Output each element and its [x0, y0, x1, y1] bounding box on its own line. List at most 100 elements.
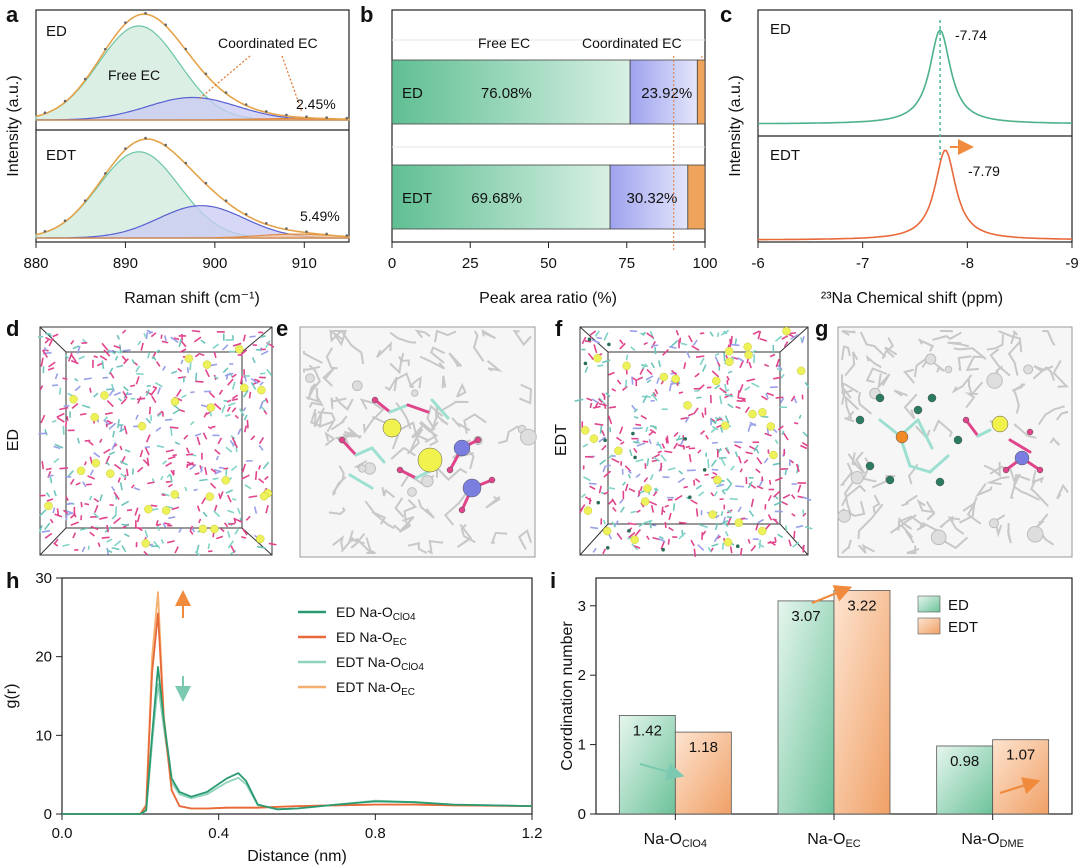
solvent-bond: [633, 447, 638, 454]
solvent-bond: [160, 539, 165, 544]
solvent-bond: [52, 333, 59, 338]
solvent-bond: [620, 441, 625, 445]
solvent-bond: [167, 540, 175, 544]
solvent-bond: [143, 332, 147, 338]
panel-a-x-label: Raman shift (cm⁻¹): [124, 290, 260, 307]
solvent-bond: [662, 348, 669, 356]
solvent-bond: [697, 449, 702, 454]
solvent-bond: [659, 535, 664, 540]
solvent-bond: [200, 339, 206, 344]
solvent-bond: [155, 426, 162, 432]
panel-a-bottom-plot: [35, 136, 350, 239]
panel-h-series: [62, 591, 533, 815]
solvent-bond: [723, 383, 727, 390]
bar-value-label: 3.22: [847, 597, 876, 614]
solvent-bond: [109, 372, 115, 379]
background-molecule: [975, 483, 993, 498]
raw-data-point: [345, 234, 349, 237]
solvent-bond: [162, 365, 166, 371]
solvent-bond: [660, 540, 666, 550]
na-ion: [69, 395, 78, 404]
background-molecule: [1049, 437, 1060, 446]
solvent-bond: [237, 428, 242, 435]
solvent-bond: [581, 493, 587, 498]
solvent-bond: [217, 437, 223, 445]
panel-c-ed-label: ED: [770, 21, 791, 38]
solvent-bond: [773, 376, 782, 380]
additive-atom: [583, 361, 588, 366]
solvent-bond: [716, 483, 725, 488]
solvent-bond: [146, 384, 151, 388]
solvent-bond: [62, 509, 69, 515]
na-ion: [184, 354, 194, 363]
solvent-bond: [633, 415, 639, 419]
solvent-bond: [725, 446, 730, 452]
background-molecule: [1013, 485, 1040, 501]
solvent-bond: [67, 470, 74, 478]
background-molecule: [985, 476, 1010, 486]
solvent-bond: [763, 457, 769, 464]
solvent-bond: [97, 542, 101, 548]
coordinating-bond: [1008, 438, 1032, 454]
solvent-bond: [714, 514, 720, 519]
panel-b-x-label: Peak area ratio (%): [479, 290, 617, 307]
solvent-bond: [111, 442, 117, 450]
bar-value-label: 1.42: [633, 722, 662, 739]
solvent-bond: [764, 432, 772, 437]
solvent-bond: [652, 491, 658, 497]
background-atom: [407, 487, 417, 497]
panel-a: a ED EDT Free EC Coordinated EC 2.45% 5.…: [5, 2, 350, 307]
na-ion: [170, 490, 180, 499]
na-ion: [161, 506, 171, 515]
na-ion: [744, 350, 753, 360]
solvent-bond: [602, 465, 607, 473]
panel-c-frame: [757, 9, 1073, 243]
solvent-bond: [130, 484, 135, 489]
solvent-bond: [697, 544, 705, 551]
solvent-bond: [230, 465, 238, 471]
solvent-bond: [202, 432, 208, 440]
solvent-bond: [739, 547, 743, 556]
solvent-bond: [233, 517, 237, 524]
panel-c: c ED EDT -7.74 -7.79 -6 -7 -8 -9 ²³Na Chemi…: [720, 2, 1079, 307]
o-atom: [474, 436, 482, 444]
na-ion: [593, 353, 602, 363]
na-ion: [106, 469, 115, 478]
legend-label: ED Na-OClO4: [336, 604, 416, 623]
na-ion: [44, 501, 53, 511]
solvent-bond: [672, 503, 676, 511]
solvent-bond: [93, 355, 98, 359]
background-molecule: [967, 379, 984, 397]
solvent-bond: [195, 544, 200, 554]
solvent-bond: [718, 456, 727, 460]
solvent-bond: [160, 334, 163, 339]
solvent-bond: [638, 521, 646, 528]
coordinating-bond: [976, 428, 992, 438]
background-molecule: [376, 341, 392, 358]
o-atom: [446, 466, 454, 474]
legend-label-main: ED Na-O: [336, 604, 393, 620]
na-ion: [766, 422, 776, 431]
bar-edt-minor: [687, 164, 706, 230]
free-ec-label: Free EC: [108, 67, 160, 83]
additive-atom: [631, 431, 635, 436]
solvent-bond: [772, 462, 780, 466]
solvent-bond: [752, 330, 760, 335]
solvent-bond: [191, 527, 196, 533]
solvent-bond: [203, 412, 208, 418]
solvent-bond: [693, 407, 699, 415]
background-molecule: [325, 347, 338, 370]
background-molecule: [1056, 483, 1069, 500]
additive-atom: [587, 337, 592, 342]
solvent-bond: [179, 348, 187, 353]
x-category-label-subscript: EC: [845, 838, 860, 850]
solvent-bond: [747, 481, 753, 489]
panel-label-i: i: [550, 568, 556, 593]
solvent-bond: [70, 339, 75, 345]
solvent-bond: [74, 378, 79, 382]
solvent-bond: [227, 402, 236, 407]
solvent-bond: [170, 428, 173, 436]
solvent-bond: [87, 545, 90, 550]
solvent-bond: [266, 368, 273, 377]
solvent-bond: [150, 504, 158, 507]
